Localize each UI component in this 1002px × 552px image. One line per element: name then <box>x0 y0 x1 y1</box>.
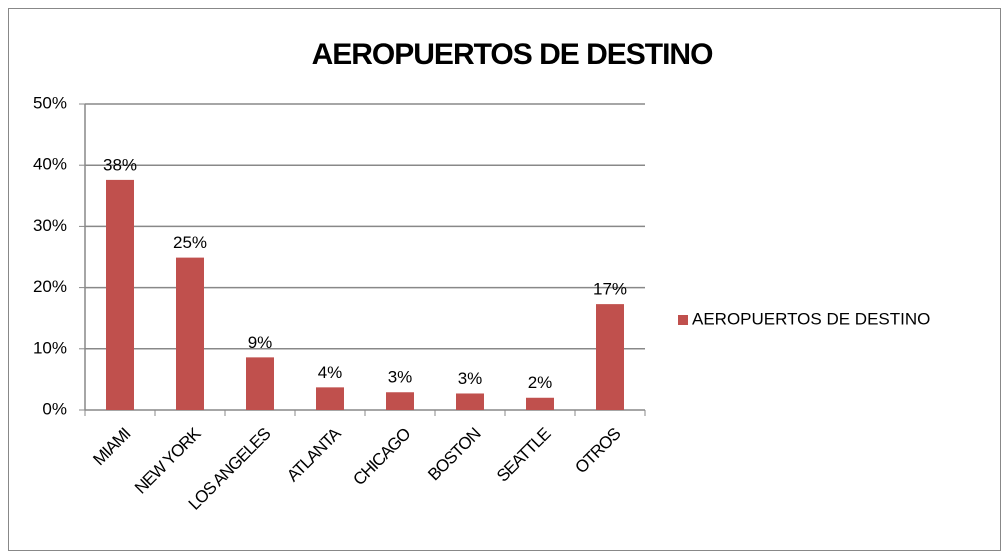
y-tick-label: 10% <box>33 338 67 357</box>
value-label: 2% <box>528 373 553 392</box>
value-label: 4% <box>318 363 343 382</box>
bar <box>456 393 484 410</box>
y-tick-label: 40% <box>33 155 67 174</box>
legend-swatch <box>678 315 688 325</box>
y-tick-label: 20% <box>33 277 67 296</box>
value-label: 3% <box>458 369 483 388</box>
bar <box>386 392 414 410</box>
legend-label: AEROPUERTOS DE DESTINO <box>692 309 930 328</box>
y-tick-label: 0% <box>42 399 67 418</box>
value-label: 25% <box>173 233 207 252</box>
bar <box>316 387 344 410</box>
chart-title: AEROPUERTOS DE DESTINO <box>312 38 714 71</box>
y-tick-label: 50% <box>33 93 67 112</box>
value-label: 38% <box>103 155 137 174</box>
bar <box>106 179 134 410</box>
bar <box>596 304 624 410</box>
bar <box>176 257 204 410</box>
bar <box>246 357 274 410</box>
value-label: 3% <box>388 368 413 387</box>
y-tick-label: 30% <box>33 216 67 235</box>
bar <box>526 397 554 410</box>
value-label: 9% <box>248 333 273 352</box>
value-label: 17% <box>593 280 627 299</box>
chart-frame <box>8 8 1001 551</box>
